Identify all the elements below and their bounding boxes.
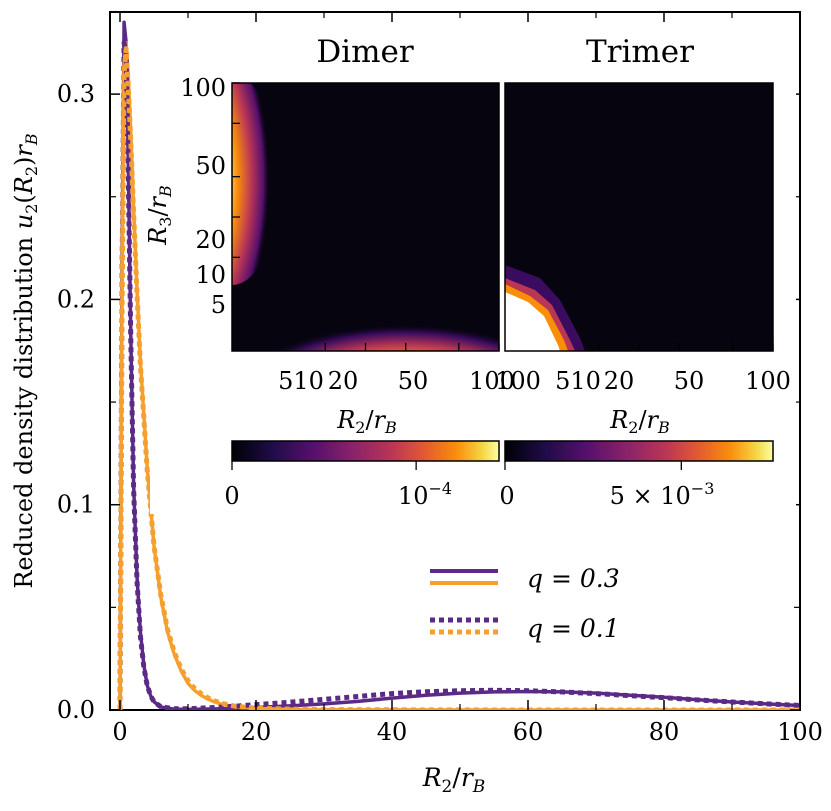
y-tick-label: 0.3 xyxy=(57,80,95,108)
y-tick-label: 0.1 xyxy=(57,491,95,519)
y-axis-label-func-sub: 2 xyxy=(22,204,41,214)
y-axis-label-suffix-sub: B xyxy=(22,133,41,146)
inset-trimer-title: Trimer xyxy=(586,34,694,70)
inset-y-axis-label: R3/rB xyxy=(144,185,175,246)
dimer-xtick-510: 510 xyxy=(278,367,324,395)
dimer-xtick-20: 20 xyxy=(328,367,359,395)
x-tick-label: 40 xyxy=(377,718,408,746)
dimer-colorbar-label-base: 10 xyxy=(398,482,429,510)
dimer-colorbar-label-max: 10−4 xyxy=(398,479,452,510)
main-curves xyxy=(117,20,800,710)
trimer-x-axis-label: R2/rB xyxy=(609,406,670,437)
legend-q01-label: q = 0.1 xyxy=(527,614,620,643)
y-axis-label-arg: R xyxy=(10,176,38,195)
inset-ytick-20: 20 xyxy=(195,226,226,254)
trimer-colorbar-label-zero: 0 xyxy=(499,482,514,510)
inset-ytick-10: 10 xyxy=(195,261,226,289)
x-axis-label-sub: 2 xyxy=(442,777,453,797)
dimer-xtick-50: 50 xyxy=(398,367,429,395)
trimer-colorbar-label-exp: −3 xyxy=(691,479,715,498)
trimer-colorbar xyxy=(504,440,774,462)
dimer-colorbar-label-zero: 0 xyxy=(224,482,239,510)
x-axis-label-main: R xyxy=(422,763,442,792)
trimer-blob-core xyxy=(505,292,560,351)
legend: q = 0.3 q = 0.1 xyxy=(430,564,620,643)
x-axis-label-den-sub: B xyxy=(472,777,486,797)
colorbar-ticks xyxy=(231,461,682,470)
inset-ticks xyxy=(232,82,774,351)
dimer-colorbar-label-exp: −4 xyxy=(428,479,452,498)
trimer-colorbar-label-max: 5 × 10−3 xyxy=(610,479,715,510)
y-axis-label-func: u xyxy=(10,214,38,229)
dimer-colorbar xyxy=(231,440,500,462)
x-tick-label: 80 xyxy=(649,718,680,746)
trimer-heatmap xyxy=(505,83,773,351)
inset-ytick-5: 5 xyxy=(211,291,226,319)
trimer-xtick-50: 50 xyxy=(674,367,705,395)
trimer-xtick-100: 100 xyxy=(745,367,791,395)
trimer-colorbar-label-base: 5 × 10 xyxy=(610,482,691,510)
dimer-bottom-blob xyxy=(275,289,499,351)
legend-q03-label: q = 0.3 xyxy=(527,564,620,593)
x-tick-label: 60 xyxy=(513,718,544,746)
y-axis-label-suffix: r xyxy=(10,144,38,157)
y-axis-label-prefix: Reduced density distribution xyxy=(10,237,38,589)
dimer-xtick-100: 100 xyxy=(469,367,515,395)
trimer-xtick-20: 20 xyxy=(604,367,635,395)
trimer-xtick-510: 510 xyxy=(555,367,601,395)
x-axis-label-den: r xyxy=(461,763,475,792)
dimer-left-blob xyxy=(232,83,280,285)
inset-ytick-100: 100 xyxy=(180,74,226,102)
x-axis-label: R2/rB xyxy=(422,763,486,797)
x-tick-label: 0 xyxy=(112,718,127,746)
x-tick-label: 100 xyxy=(777,718,823,746)
x-tick-label: 20 xyxy=(241,718,272,746)
series-dimer-q-0-1 xyxy=(117,40,800,710)
dimer-x-axis-label: R2/rB xyxy=(336,406,397,437)
trimer-xtick-100-left: 100 xyxy=(495,367,541,395)
y-axis-label-arg-sub: 2 xyxy=(22,166,41,176)
inset-dimer-title: Dimer xyxy=(316,34,414,70)
inset-ytick-50: 50 xyxy=(195,152,226,180)
dimer-heatmap xyxy=(232,83,499,351)
y-axis-label: Reduced density distribution u2(R2)rB xyxy=(10,133,41,589)
y-tick-label: 0.2 xyxy=(57,285,95,313)
y-tick-label: 0.0 xyxy=(57,696,95,724)
